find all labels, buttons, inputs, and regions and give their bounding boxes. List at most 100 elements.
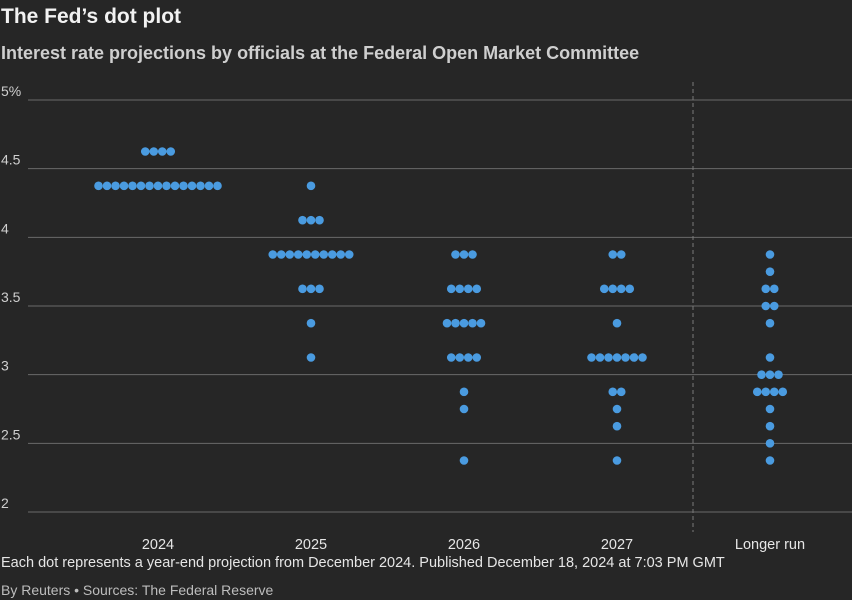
projection-dot	[153, 181, 163, 191]
y-tick-label: 3.5	[1, 289, 21, 305]
projection-dot	[268, 250, 278, 259]
projection-dot	[765, 456, 775, 465]
projection-dot	[761, 387, 771, 397]
projection-dot	[761, 284, 771, 294]
chart-credit: By Reuters • Sources: The Federal Reserv…	[1, 582, 274, 598]
projection-dot	[616, 284, 626, 294]
chart-note: Each dot represents a year-end projectio…	[1, 555, 725, 571]
projection-dot	[187, 181, 197, 191]
projection-dot	[102, 181, 112, 191]
projection-dot	[769, 284, 779, 294]
projection-dot	[459, 250, 469, 259]
projection-dot	[451, 250, 460, 259]
y-tick-label: 5%	[1, 83, 21, 99]
projection-dot	[136, 181, 146, 191]
projection-dot	[306, 181, 316, 191]
projection-dot	[162, 181, 171, 191]
projection-dot	[179, 181, 188, 191]
projection-dot	[446, 353, 456, 362]
projection-dot	[459, 387, 469, 397]
projection-dot	[599, 284, 609, 294]
projection-dot	[765, 318, 775, 328]
projection-dot	[612, 404, 622, 414]
projection-dot	[616, 250, 626, 259]
projection-dot	[761, 301, 771, 311]
x-tick-label: Longer run	[735, 537, 805, 552]
x-axis-ticks: 2024 2025 2026 2027 Longer run	[142, 537, 805, 552]
projection-dot	[595, 353, 605, 362]
projection-dot	[119, 181, 129, 191]
projection-dot	[298, 284, 307, 294]
projection-dot	[213, 181, 222, 191]
projection-dot	[625, 284, 635, 294]
projection-dot	[629, 353, 639, 362]
projection-dot	[157, 147, 167, 156]
y-tick-label: 2.5	[1, 426, 21, 442]
projection-dot	[765, 267, 775, 276]
projection-dot	[765, 370, 775, 379]
projection-dot	[442, 318, 452, 328]
y-tick-label: 4	[1, 220, 9, 236]
projection-dot	[476, 318, 486, 328]
projection-dot	[111, 181, 120, 191]
x-tick-label: 2024	[142, 537, 174, 552]
projection-dot	[140, 147, 150, 156]
projection-dot	[298, 215, 307, 225]
y-axis-ticks: 2 2.5 3 3.5 4 4.5 5%	[1, 83, 21, 511]
projection-dot	[446, 284, 456, 294]
projection-dot	[276, 250, 286, 259]
projection-dot	[319, 250, 329, 259]
projection-dot	[472, 353, 482, 362]
projection-dot	[459, 456, 469, 465]
projection-dot	[463, 284, 473, 294]
projection-dot	[765, 353, 775, 362]
projection-dot	[306, 318, 316, 328]
x-tick-label: 2027	[601, 537, 633, 552]
projection-dot	[612, 353, 622, 362]
projection-dot	[616, 387, 626, 397]
projection-dot	[306, 215, 316, 225]
projection-dot	[765, 439, 775, 448]
chart-subtitle: Interest rate projections by officials a…	[1, 43, 640, 63]
projection-dot	[344, 250, 354, 259]
projection-dot	[769, 387, 779, 397]
projection-dot	[302, 250, 312, 259]
projection-dot	[170, 181, 180, 191]
projection-dot	[451, 318, 460, 328]
projection-dot	[306, 353, 316, 362]
projection-dot	[752, 387, 762, 397]
projection-dot	[765, 421, 775, 431]
projection-dot	[769, 301, 779, 311]
projection-dot	[612, 421, 622, 431]
y-tick-label: 4.5	[1, 152, 21, 168]
projection-dot	[757, 370, 766, 379]
projection-dot	[778, 387, 788, 397]
projection-dot	[336, 250, 346, 259]
projection-dot	[285, 250, 295, 259]
projection-dot	[455, 353, 465, 362]
projection-dot	[604, 353, 613, 362]
dots	[94, 147, 788, 465]
projection-dot	[310, 250, 320, 259]
projection-dot	[459, 318, 469, 328]
projection-dot	[621, 353, 630, 362]
projection-dot	[204, 181, 214, 191]
projection-dot	[315, 284, 324, 294]
projection-dot	[608, 284, 618, 294]
projection-dot	[608, 387, 618, 397]
dot-plot-chart: 2 2.5 3 3.5 4 4.5 5% 2024 2025 2026 2027 Longer ru…	[1, 82, 852, 552]
y-tick-label: 3	[1, 358, 9, 374]
projection-dot	[468, 250, 477, 259]
projection-dot	[166, 147, 176, 156]
projection-dot	[145, 181, 154, 191]
projection-dot	[774, 370, 783, 379]
projection-dot	[765, 404, 775, 414]
y-tick-label: 2	[1, 495, 9, 511]
projection-dot	[327, 250, 337, 259]
projection-dot	[315, 215, 324, 225]
projection-dot	[472, 284, 482, 294]
projection-dot	[306, 284, 316, 294]
projection-dot	[612, 318, 622, 328]
projection-dot	[293, 250, 303, 259]
projection-dot	[765, 250, 775, 259]
